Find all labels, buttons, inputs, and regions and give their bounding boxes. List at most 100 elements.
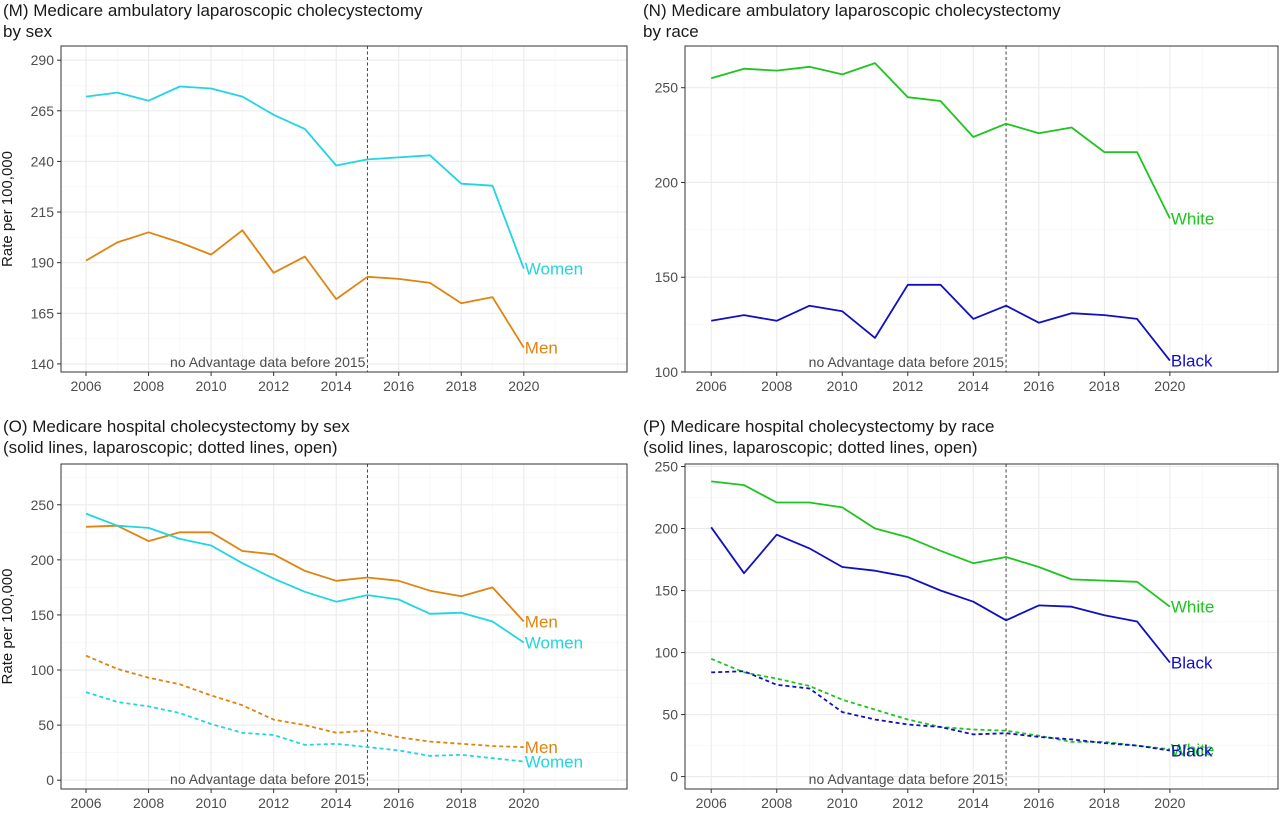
panel-o-ytick-label-100: 100 <box>31 662 55 678</box>
panel-m-ytick-label-190: 190 <box>31 255 55 271</box>
panel-m-ytick-label-265: 265 <box>31 103 55 119</box>
panel-p-series-label-black-solid: Black <box>1171 653 1213 672</box>
panel-n-title-line1: (N) Medicare ambulatory laparoscopic cho… <box>643 1 1061 20</box>
panel-p-xtick-label-2016: 2016 <box>1023 795 1054 811</box>
panel-n-note: no Advantage data before 2015 <box>809 354 1005 370</box>
panel-m-ytick-label-290: 290 <box>31 52 55 68</box>
panel-m-chart: Women Men 2006 2008 2010 2012 2014 2016 2018 2020… <box>0 45 628 394</box>
panel-m-title: (M) Medicare ambulatory laparoscopic cho… <box>3 0 423 42</box>
panel-p-ytick-label-200: 200 <box>655 521 679 537</box>
panel-m-ytick-label-215: 215 <box>31 204 55 220</box>
panel-p-series-black-solid-line <box>710 526 1171 664</box>
panel-o-xtick-label-2008: 2008 <box>133 795 164 811</box>
panel-m-series-label-men-solid: Men <box>525 339 558 358</box>
panel-n-xtick-label-2020: 2020 <box>1154 378 1185 394</box>
panel-o-xtick-label-2016: 2016 <box>383 795 414 811</box>
panel-p-xtick-label-2020: 2020 <box>1154 795 1185 811</box>
panel-o-series-label-women-solid: Women <box>525 633 583 652</box>
panel-p-series-label-black-dotted: Black <box>1171 742 1213 761</box>
panel-o-series-label-women-dotted: Women <box>525 752 583 771</box>
panel-n-plot-border <box>684 45 1279 373</box>
panel-n-series-white-solid-line <box>710 62 1171 219</box>
panel-m-ytick-label-240: 240 <box>31 153 55 169</box>
panel-p-xtick-label-2018: 2018 <box>1089 795 1120 811</box>
panel-p-title: (P) Medicare hospital cholecystectomy by… <box>643 416 994 458</box>
panel-o-note: no Advantage data before 2015 <box>170 771 366 787</box>
panel-m-ytick-label-165: 165 <box>31 305 55 321</box>
panel-p-title-line2: (solid lines, laparoscopic; dotted lines… <box>643 438 978 457</box>
panel-n: (N) Medicare ambulatory laparoscopic cho… <box>640 0 1280 404</box>
panel-m-note: no Advantage data before 2015 <box>170 354 366 370</box>
panel-p-ytick-label-0: 0 <box>670 769 678 785</box>
panel-o-series-women-solid-line <box>85 512 525 644</box>
panel-m-xtick-label-2020: 2020 <box>508 378 539 394</box>
panel-m-xtick-label-2010: 2010 <box>196 378 227 394</box>
panel-o-xtick-label-2010: 2010 <box>196 795 227 811</box>
panel-n-xtick-label-2014: 2014 <box>958 378 989 394</box>
panel-n-title: (N) Medicare ambulatory laparoscopic cho… <box>643 0 1061 42</box>
panel-n-ytick-label-200: 200 <box>655 174 679 190</box>
panel-o-title-line2: (solid lines, laparoscopic; dotted lines… <box>3 438 338 457</box>
panel-m-plot-area <box>61 46 627 372</box>
panel-p-xtick-label-2010: 2010 <box>827 795 858 811</box>
panel-p-series-black-dotted-line <box>711 670 1171 752</box>
panel-o-xtick-label-2018: 2018 <box>446 795 477 811</box>
panel-m-title-line2: by sex <box>3 22 53 41</box>
panel-p-xtick-label-2014: 2014 <box>958 795 989 811</box>
panel-o: (O) Medicare hospital cholecystectomy by… <box>0 416 640 820</box>
panel-o-series-label-men-solid: Men <box>525 613 558 632</box>
panel-o-plot-border <box>60 463 628 790</box>
panel-p-plot-border <box>684 463 1279 790</box>
panel-p-xtick-label-2008: 2008 <box>761 795 792 811</box>
panel-o-series-men-solid-line <box>85 524 525 623</box>
panel-p-series-white-solid-line <box>711 480 1171 608</box>
panel-p-series-label-white-dotted: White <box>1171 740 1214 759</box>
panel-p-ytick-label-100: 100 <box>655 645 679 661</box>
panel-n-xtick-label-2006: 2006 <box>696 378 727 394</box>
panel-o-ytick-label-0: 0 <box>46 772 54 788</box>
panel-n-series-label-white-solid: White <box>1171 209 1214 228</box>
panel-o-plot-area <box>61 464 627 789</box>
panel-m-xtick-label-2012: 2012 <box>258 378 289 394</box>
panel-o-title-line1: (O) Medicare hospital cholecystectomy by… <box>3 417 350 436</box>
panel-o-series-women-dotted-line <box>85 691 524 763</box>
panel-o-ytick-label-200: 200 <box>31 552 55 568</box>
panel-p-xtick-label-2012: 2012 <box>892 795 923 811</box>
panel-n-ytick-label-250: 250 <box>655 80 679 96</box>
panel-o-series-men-dotted-line <box>85 654 524 748</box>
panel-m-title-line1: (M) Medicare ambulatory laparoscopic cho… <box>3 1 423 20</box>
panel-m-xtick-label-2016: 2016 <box>383 378 414 394</box>
panel-m-series-men-solid-line <box>85 229 525 349</box>
panel-o-xtick-label-2014: 2014 <box>321 795 352 811</box>
panel-m-xtick-label-2014: 2014 <box>321 378 352 394</box>
panel-p-note: no Advantage data before 2015 <box>809 771 1005 787</box>
panel-m-series-label-women-solid: Women <box>525 260 583 279</box>
panel-m: (M) Medicare ambulatory laparoscopic cho… <box>0 0 640 404</box>
panel-m-xtick-label-2018: 2018 <box>446 378 477 394</box>
panel-p-series-label-white-solid: White <box>1171 598 1214 617</box>
panel-o-xtick-label-2020: 2020 <box>508 795 539 811</box>
panel-o-xtick-label-2006: 2006 <box>70 795 101 811</box>
panel-o-xtick-label-2012: 2012 <box>258 795 289 811</box>
panel-m-ytick-label-140: 140 <box>31 356 55 372</box>
panel-o-ytick-label-150: 150 <box>31 607 55 623</box>
panel-m-xtick-label-2006: 2006 <box>70 378 101 394</box>
panel-n-title-line2: by race <box>643 22 699 41</box>
panel-o-ytick-label-250: 250 <box>31 497 55 513</box>
panel-n-ytick-label-150: 150 <box>655 269 679 285</box>
panel-p: (P) Medicare hospital cholecystectomy by… <box>640 416 1280 820</box>
panel-n-xtick-label-2012: 2012 <box>892 378 923 394</box>
panel-p-title-line1: (P) Medicare hospital cholecystectomy by… <box>643 417 995 436</box>
panel-n-xtick-label-2016: 2016 <box>1023 378 1054 394</box>
panel-n-xtick-label-2010: 2010 <box>827 378 858 394</box>
panel-m-plot-border <box>60 45 628 373</box>
panel-m-xtick-label-2008: 2008 <box>133 378 164 394</box>
panel-p-xtick-label-2006: 2006 <box>696 795 727 811</box>
panel-p-ytick-label-150: 150 <box>655 583 679 599</box>
panel-m-ylabel: Rate per 100,000 <box>0 151 16 267</box>
panel-n-xtick-label-2008: 2008 <box>761 378 792 394</box>
panel-n-ytick-label-100: 100 <box>655 364 679 380</box>
panel-n-series-label-black-solid: Black <box>1171 352 1213 371</box>
